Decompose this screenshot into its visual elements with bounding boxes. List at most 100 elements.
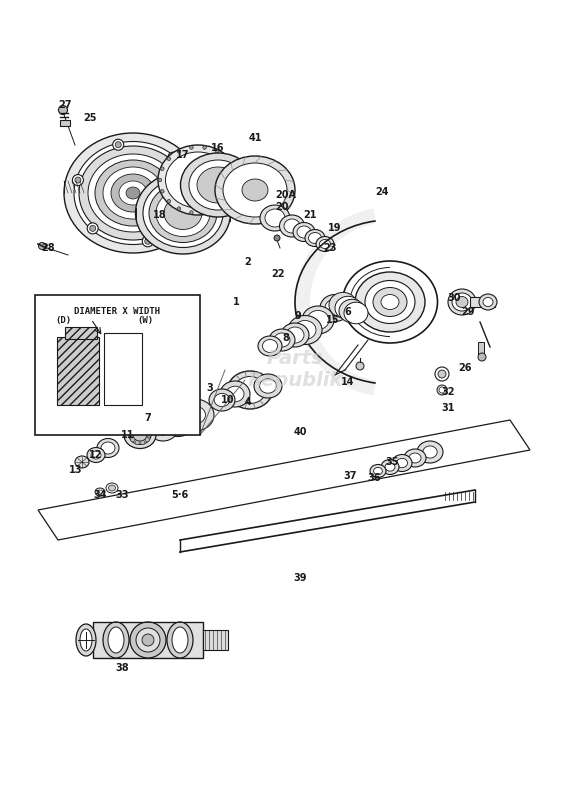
Ellipse shape bbox=[176, 399, 214, 431]
Circle shape bbox=[135, 441, 140, 445]
Ellipse shape bbox=[316, 237, 334, 251]
Circle shape bbox=[75, 177, 81, 183]
Text: 26: 26 bbox=[458, 363, 472, 373]
Ellipse shape bbox=[280, 215, 305, 237]
Ellipse shape bbox=[214, 394, 230, 406]
Text: 9: 9 bbox=[294, 311, 301, 321]
Circle shape bbox=[215, 150, 219, 154]
Ellipse shape bbox=[339, 299, 365, 322]
Text: 29: 29 bbox=[461, 307, 475, 317]
Circle shape bbox=[356, 362, 364, 370]
Circle shape bbox=[203, 146, 206, 150]
Circle shape bbox=[72, 174, 84, 186]
Ellipse shape bbox=[479, 294, 497, 310]
Text: 35: 35 bbox=[385, 457, 399, 467]
Circle shape bbox=[145, 238, 151, 244]
Circle shape bbox=[142, 236, 153, 246]
Text: 2: 2 bbox=[245, 257, 251, 267]
Text: 19: 19 bbox=[328, 223, 342, 233]
Ellipse shape bbox=[226, 386, 244, 402]
Circle shape bbox=[185, 203, 191, 209]
Ellipse shape bbox=[185, 406, 206, 424]
Text: 31: 31 bbox=[441, 403, 455, 413]
Circle shape bbox=[160, 167, 164, 170]
Circle shape bbox=[168, 152, 179, 163]
Text: DIAMETER X WIDTH: DIAMETER X WIDTH bbox=[75, 306, 160, 315]
Ellipse shape bbox=[397, 458, 407, 468]
Ellipse shape bbox=[220, 381, 250, 407]
Text: 36: 36 bbox=[367, 473, 381, 483]
Ellipse shape bbox=[263, 339, 277, 353]
Ellipse shape bbox=[234, 377, 266, 403]
Ellipse shape bbox=[483, 298, 493, 306]
Ellipse shape bbox=[293, 222, 315, 242]
Ellipse shape bbox=[344, 302, 368, 324]
Bar bbox=[65, 327, 97, 339]
Circle shape bbox=[141, 425, 145, 430]
Ellipse shape bbox=[308, 233, 321, 243]
Ellipse shape bbox=[74, 142, 192, 245]
Text: 5·6: 5·6 bbox=[171, 490, 189, 500]
Circle shape bbox=[90, 226, 95, 231]
Text: 28: 28 bbox=[41, 243, 55, 253]
Ellipse shape bbox=[108, 627, 124, 653]
Circle shape bbox=[232, 167, 236, 170]
Circle shape bbox=[177, 206, 181, 210]
Circle shape bbox=[158, 178, 162, 182]
Ellipse shape bbox=[381, 294, 399, 310]
Text: Parts
Republik: Parts Republik bbox=[247, 350, 343, 390]
Circle shape bbox=[87, 223, 98, 234]
Text: 18: 18 bbox=[153, 210, 167, 220]
Circle shape bbox=[130, 622, 166, 658]
Circle shape bbox=[135, 425, 140, 430]
Text: 32: 32 bbox=[441, 387, 455, 397]
Ellipse shape bbox=[274, 333, 290, 347]
Circle shape bbox=[225, 199, 229, 203]
Bar bbox=[93, 622, 203, 658]
Ellipse shape bbox=[164, 197, 202, 230]
Circle shape bbox=[38, 242, 46, 250]
Ellipse shape bbox=[168, 414, 188, 430]
Ellipse shape bbox=[209, 389, 235, 411]
Text: 34: 34 bbox=[93, 490, 107, 500]
Text: 38: 38 bbox=[115, 663, 129, 673]
Ellipse shape bbox=[126, 187, 140, 199]
Ellipse shape bbox=[158, 145, 238, 215]
Circle shape bbox=[437, 385, 447, 395]
Bar bbox=[60, 120, 70, 126]
Text: 12: 12 bbox=[89, 450, 103, 460]
Bar bbox=[203, 630, 228, 650]
Ellipse shape bbox=[156, 190, 210, 237]
Text: 20A: 20A bbox=[276, 190, 297, 200]
Ellipse shape bbox=[172, 627, 188, 653]
Ellipse shape bbox=[101, 442, 115, 454]
Circle shape bbox=[59, 106, 67, 114]
Text: 27: 27 bbox=[58, 100, 72, 110]
Text: 24: 24 bbox=[375, 187, 389, 197]
Ellipse shape bbox=[385, 463, 395, 471]
Circle shape bbox=[274, 235, 280, 241]
Text: 33: 33 bbox=[115, 490, 129, 500]
Text: 15: 15 bbox=[326, 315, 340, 325]
Ellipse shape bbox=[381, 459, 399, 474]
Ellipse shape bbox=[133, 429, 147, 441]
Ellipse shape bbox=[319, 239, 331, 249]
Wedge shape bbox=[295, 209, 376, 395]
Circle shape bbox=[142, 634, 154, 646]
Circle shape bbox=[136, 628, 160, 652]
Ellipse shape bbox=[286, 327, 304, 343]
Bar bbox=[478, 342, 484, 354]
Ellipse shape bbox=[448, 289, 476, 315]
Ellipse shape bbox=[148, 415, 178, 441]
Circle shape bbox=[167, 199, 171, 203]
Ellipse shape bbox=[265, 209, 285, 227]
Ellipse shape bbox=[189, 160, 247, 210]
Ellipse shape bbox=[242, 179, 268, 201]
Circle shape bbox=[115, 142, 121, 148]
Circle shape bbox=[145, 438, 150, 442]
Circle shape bbox=[438, 370, 446, 378]
Text: 23: 23 bbox=[323, 243, 337, 253]
Ellipse shape bbox=[111, 174, 155, 212]
Circle shape bbox=[182, 201, 194, 211]
Text: (D): (D) bbox=[55, 317, 71, 326]
